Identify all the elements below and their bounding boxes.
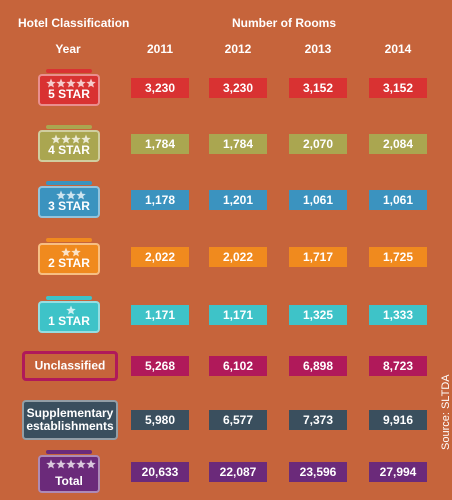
badge-hanger (46, 450, 92, 454)
star (56, 190, 66, 200)
room-count: 6,898 (289, 356, 347, 376)
room-count: 2,084 (369, 134, 427, 154)
stars (56, 190, 86, 200)
star (56, 459, 66, 469)
star (66, 78, 76, 88)
star (46, 78, 56, 88)
star (61, 247, 71, 257)
class-badge: Total (38, 450, 100, 493)
star-row (40, 78, 98, 89)
room-count: 1,171 (209, 305, 267, 325)
room-count: 1,061 (369, 190, 427, 210)
star (66, 190, 76, 200)
room-count: 5,268 (131, 356, 189, 376)
room-count: 1,061 (289, 190, 347, 210)
column-header: 2012 (224, 42, 252, 56)
room-count: 6,577 (209, 410, 267, 430)
class-badge: 1 STAR (38, 296, 100, 333)
star-row (40, 134, 98, 145)
room-count: 2,022 (209, 247, 267, 267)
star (71, 247, 81, 257)
star-row (40, 305, 98, 316)
star (86, 459, 96, 469)
room-count: 3,230 (209, 78, 267, 98)
room-count: 1,784 (209, 134, 267, 154)
room-count: 9,916 (369, 410, 427, 430)
star (66, 305, 76, 315)
room-count: 3,230 (131, 78, 189, 98)
badge-hanger (46, 69, 92, 73)
room-count: 7,373 (289, 410, 347, 430)
class-badge: 5 STAR (38, 69, 100, 106)
room-count: 1,171 (131, 305, 189, 325)
room-count: 1,717 (289, 247, 347, 267)
badge-hanger (46, 125, 92, 129)
room-count: 2,022 (131, 247, 189, 267)
room-count: 1,325 (289, 305, 347, 325)
source: Source: SLTDA (440, 374, 452, 450)
star (71, 134, 81, 144)
room-count: 27,994 (369, 462, 427, 482)
column-header: 2013 (304, 42, 332, 56)
star (51, 134, 61, 144)
room-count: 22,087 (209, 462, 267, 482)
room-count: 23,596 (289, 462, 347, 482)
stars (46, 459, 96, 469)
stars (61, 247, 81, 257)
badge-hanger (46, 296, 92, 300)
star (76, 459, 86, 469)
class-badge: 3 STAR (38, 181, 100, 218)
stars (46, 78, 96, 88)
class-label: Total (55, 474, 83, 488)
stars (51, 134, 91, 144)
class-label: 2 STAR (48, 256, 90, 270)
column-title: Hotel Classification (18, 16, 130, 30)
class-label: 5 STAR (48, 87, 90, 101)
class-label: Supplementary establishments (26, 406, 114, 433)
group-title: Number of Rooms (232, 16, 337, 30)
star (46, 459, 56, 469)
star (66, 459, 76, 469)
class-badge: 2 STAR (38, 238, 100, 275)
room-count: 5,980 (131, 410, 189, 430)
class-label: 4 STAR (48, 143, 90, 157)
stars (66, 305, 76, 315)
class-badge: 4 STAR (38, 125, 100, 162)
room-count: 1,201 (209, 190, 267, 210)
room-count: 3,152 (369, 78, 427, 98)
star (76, 190, 86, 200)
room-count: 1,333 (369, 305, 427, 325)
star-row (40, 247, 98, 258)
class-badge: Supplementary establishments (22, 400, 118, 440)
room-count: 1,784 (131, 134, 189, 154)
room-count: 1,178 (131, 190, 189, 210)
star (56, 78, 66, 88)
star-row (40, 459, 98, 470)
class-label: 3 STAR (48, 199, 90, 213)
column-header: 2011 (146, 42, 174, 56)
class-badge: Unclassified (22, 351, 118, 381)
room-count: 20,633 (131, 462, 189, 482)
room-count: 1,725 (369, 247, 427, 267)
column-header: 2014 (384, 42, 412, 56)
star (61, 134, 71, 144)
star (86, 78, 96, 88)
badge-hanger (46, 238, 92, 242)
class-label: 1 STAR (48, 314, 90, 328)
badge-hanger (46, 181, 92, 185)
room-count: 8,723 (369, 356, 427, 376)
room-count: 3,152 (289, 78, 347, 98)
class-label: Unclassified (34, 358, 106, 373)
star (81, 134, 91, 144)
column-header: Year (55, 42, 81, 56)
room-count: 2,070 (289, 134, 347, 154)
room-count: 6,102 (209, 356, 267, 376)
star-row (40, 190, 98, 201)
star (76, 78, 86, 88)
